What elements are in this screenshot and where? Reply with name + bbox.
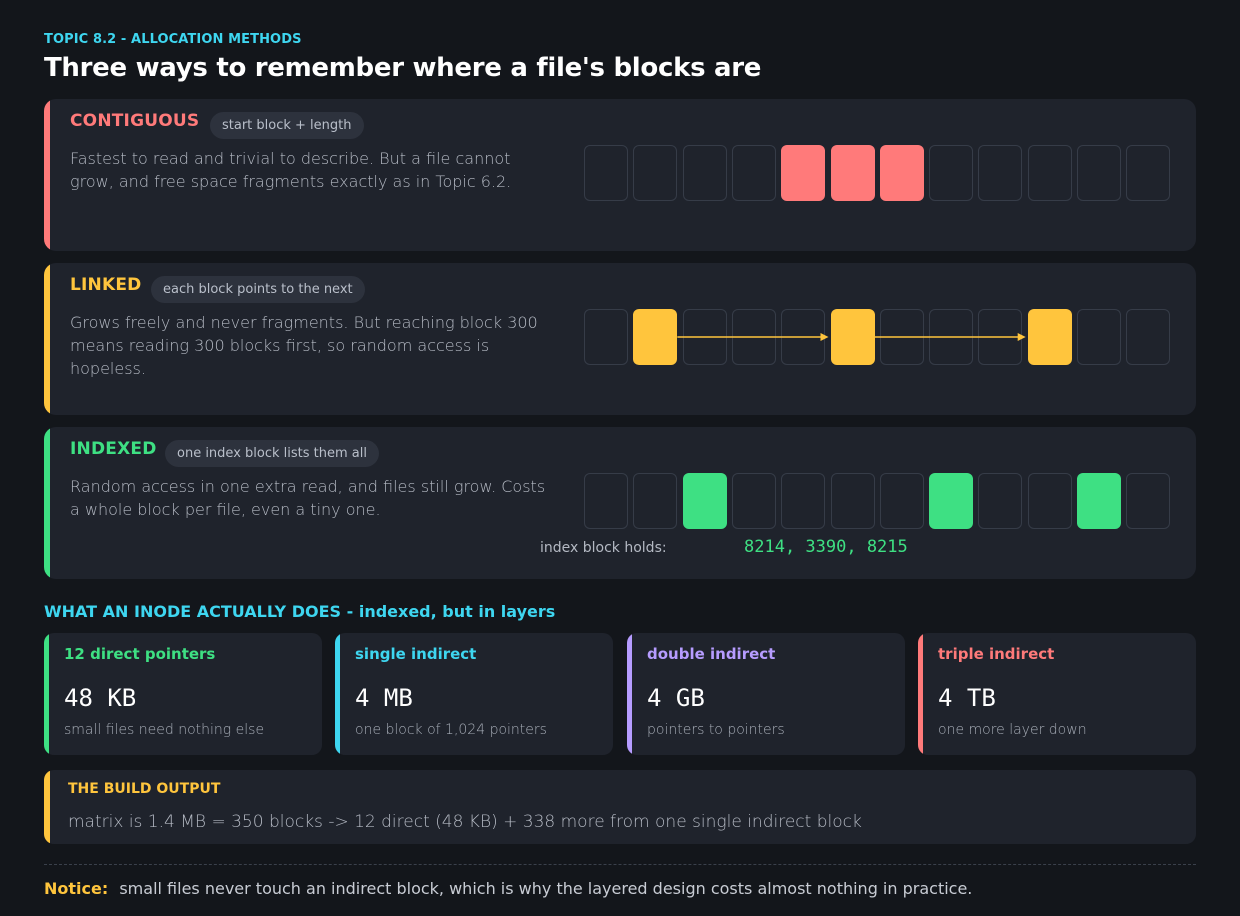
index-block-value: 8214, 3390, 8215 — [744, 537, 908, 557]
disk-block — [682, 145, 727, 201]
build-output-panel: THE BUILD OUTPUT matrix is 1.4 MB = 350 … — [44, 770, 1196, 844]
method-description: Grows freely and never fragments. But re… — [70, 313, 538, 378]
disk-block — [929, 473, 974, 529]
tile-subtitle: small files need nothing else — [64, 722, 265, 738]
accent-bar — [44, 263, 50, 415]
disk-block — [731, 473, 776, 529]
disk-block — [1126, 145, 1171, 201]
inode-tile-double-indirect: double indirect 4 GB pointers to pointer… — [627, 633, 905, 755]
method-title: INDEXED — [70, 439, 157, 459]
accent-bar — [335, 633, 340, 755]
method-pill: one index block lists them all — [165, 440, 379, 467]
disk-block — [1027, 473, 1072, 529]
disk-block — [879, 473, 924, 529]
notice-label: Notice: — [44, 879, 109, 898]
method-pill: each block points to the next — [151, 276, 365, 303]
tile-name: double indirect — [647, 645, 776, 663]
disk-block — [1027, 309, 1072, 365]
disk-block — [682, 473, 727, 529]
topic-label: TOPIC 8.2 - ALLOCATION METHODS — [44, 32, 302, 47]
disk-block — [633, 145, 678, 201]
method-card-linked: LINKED each block points to the next Gro… — [44, 263, 1196, 415]
disk-block — [1126, 309, 1171, 365]
method-title: CONTIGUOUS — [70, 111, 200, 131]
block-strip — [584, 309, 1172, 365]
link-arrow-head — [1017, 333, 1026, 341]
index-block-label: index block holds: — [540, 540, 667, 556]
tile-name: 12 direct pointers — [64, 645, 216, 663]
disk-block — [633, 309, 678, 365]
tile-subtitle: one more layer down — [938, 722, 1087, 738]
disk-block — [1126, 473, 1171, 529]
disk-block — [584, 145, 628, 201]
disk-block — [633, 473, 678, 529]
notice-text: small files never touch an indirect bloc… — [119, 879, 973, 898]
disk-block — [830, 309, 875, 365]
method-title: LINKED — [70, 275, 142, 295]
disk-block — [830, 473, 875, 529]
disk-block — [781, 473, 826, 529]
link-arrow-head — [820, 333, 829, 341]
block-strip — [584, 473, 1172, 529]
disk-block — [584, 473, 628, 529]
disk-block — [1077, 473, 1121, 529]
disk-block — [978, 145, 1023, 201]
disk-block — [879, 145, 924, 201]
disk-block — [1077, 309, 1121, 365]
inode-tile-triple-indirect: triple indirect 4 TB one more layer down — [918, 633, 1196, 755]
inode-tile-single-indirect: single indirect 4 MB one block of 1,024 … — [335, 633, 613, 755]
tile-subtitle: one block of 1,024 pointers — [355, 722, 547, 738]
disk-block — [978, 473, 1023, 529]
tile-value: 48 KB — [64, 684, 137, 712]
tile-value: 4 MB — [355, 684, 413, 712]
build-output-text: matrix is 1.4 MB = 350 blocks -> 12 dire… — [68, 812, 862, 832]
method-description: Random access in one extra read, and fil… — [70, 477, 546, 519]
accent-bar — [44, 99, 50, 251]
disk-block — [731, 145, 776, 201]
accent-bar — [44, 633, 49, 755]
divider — [44, 864, 1196, 865]
disk-block — [584, 309, 628, 365]
method-card-contiguous: CONTIGUOUS start block + length Fastest … — [44, 99, 1196, 251]
disk-block — [1027, 145, 1072, 201]
method-card-indexed: INDEXED one index block lists them all R… — [44, 427, 1196, 579]
accent-bar — [918, 633, 923, 755]
accent-bar — [44, 427, 50, 579]
disk-block — [830, 145, 875, 201]
link-arrows — [677, 333, 1026, 341]
inode-section-heading: WHAT AN INODE ACTUALLY DOES - indexed, b… — [44, 602, 556, 621]
accent-bar — [627, 633, 632, 755]
tile-value: 4 TB — [938, 684, 996, 712]
tile-name: triple indirect — [938, 645, 1055, 663]
method-pill: start block + length — [210, 112, 364, 139]
method-description: Fastest to read and trivial to describe.… — [70, 149, 512, 191]
disk-block — [781, 145, 826, 201]
tile-value: 4 GB — [647, 684, 705, 712]
disk-block — [1077, 145, 1121, 201]
disk-block — [929, 145, 974, 201]
inode-tile-direct: 12 direct pointers 48 KB small files nee… — [44, 633, 322, 755]
accent-bar — [44, 770, 50, 844]
tile-name: single indirect — [355, 645, 477, 663]
page-title: Three ways to remember where a file's bl… — [44, 53, 762, 83]
tile-subtitle: pointers to pointers — [647, 722, 785, 738]
notice: Notice: small files never touch an indir… — [44, 879, 972, 898]
block-strip — [584, 145, 1172, 201]
build-output-title: THE BUILD OUTPUT — [68, 781, 221, 797]
